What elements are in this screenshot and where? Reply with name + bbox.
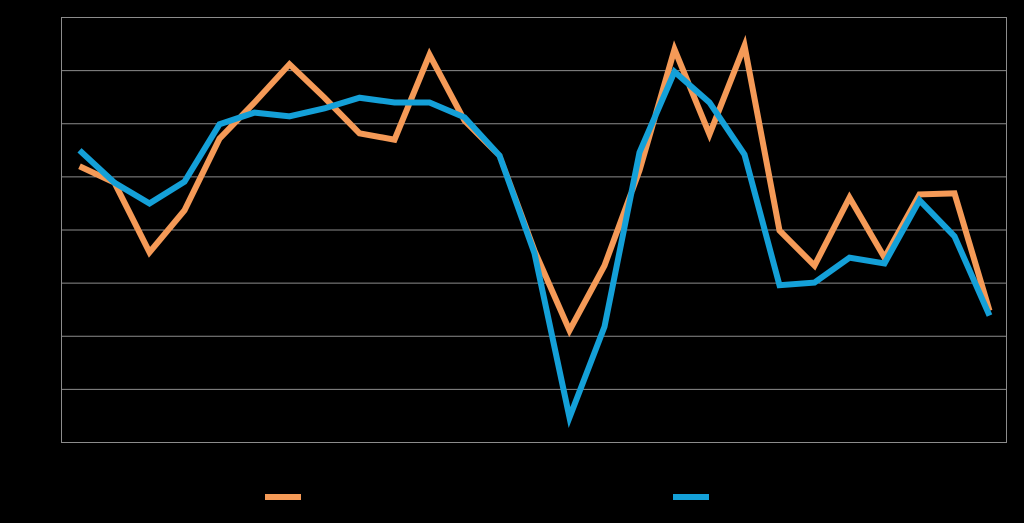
series-line [77, 66, 993, 429]
